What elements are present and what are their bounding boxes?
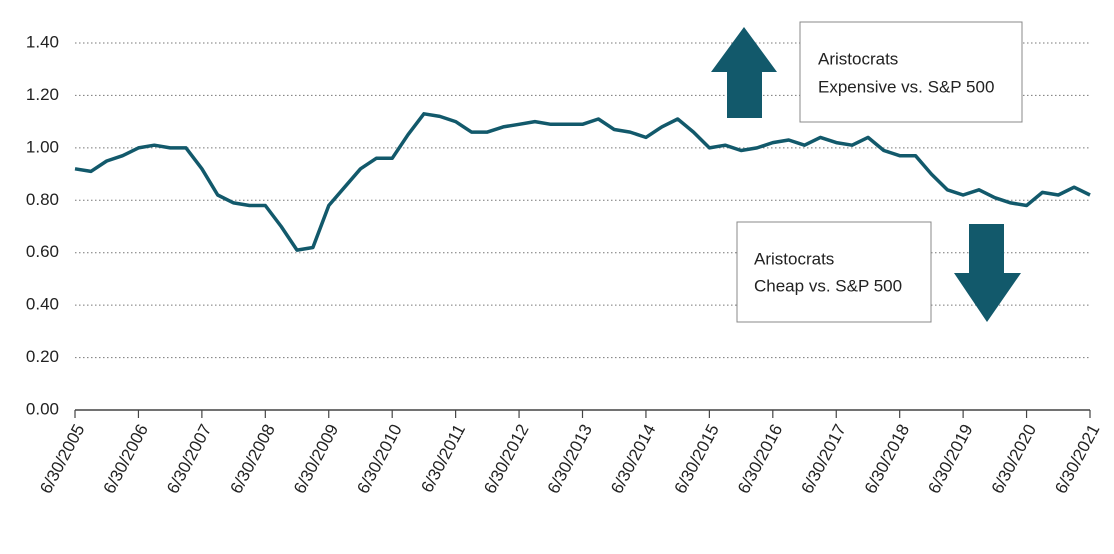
annotation-text: Expensive vs. S&P 500 bbox=[818, 77, 994, 96]
annotation-box bbox=[799, 21, 1023, 123]
x-tick-label: 6/30/2010 bbox=[353, 421, 405, 497]
y-tick-label: 0.80 bbox=[26, 190, 59, 209]
annotation-text: Aristocrats bbox=[818, 49, 898, 68]
y-tick-label: 1.40 bbox=[26, 32, 59, 51]
x-tick-label: 6/30/2006 bbox=[100, 421, 152, 497]
y-tick-label: 0.40 bbox=[26, 295, 59, 314]
x-tick-label: 6/30/2008 bbox=[227, 421, 279, 497]
y-tick-label: 0.20 bbox=[26, 347, 59, 366]
annotation-box bbox=[736, 221, 932, 323]
x-tick-label: 6/30/2017 bbox=[797, 421, 849, 497]
annotation-text: Cheap vs. S&P 500 bbox=[754, 276, 902, 295]
x-tick-label: 6/30/2009 bbox=[290, 421, 342, 497]
data-line bbox=[74, 112, 1091, 252]
y-tick-label: 1.20 bbox=[26, 85, 59, 104]
x-tick-label: 6/30/2016 bbox=[734, 421, 786, 497]
y-tick-label: 0.00 bbox=[26, 399, 59, 418]
y-tick-label: 1.00 bbox=[26, 137, 59, 156]
x-tick-label: 6/30/2021 bbox=[1051, 421, 1103, 497]
y-tick-label: 0.60 bbox=[26, 242, 59, 261]
x-tick-label: 6/30/2005 bbox=[36, 421, 88, 497]
x-tick-label: 6/30/2014 bbox=[607, 421, 659, 497]
down-arrow bbox=[954, 224, 1021, 322]
x-tick-label: 6/30/2018 bbox=[861, 421, 913, 497]
up-arrow bbox=[711, 27, 777, 118]
x-tick-label: 6/30/2020 bbox=[988, 421, 1040, 497]
x-tick-label: 6/30/2011 bbox=[417, 421, 469, 496]
x-tick-label: 6/30/2015 bbox=[671, 421, 723, 497]
x-tick-label: 6/30/2012 bbox=[480, 421, 532, 497]
x-tick-label: 6/30/2019 bbox=[924, 421, 976, 497]
x-tick-label: 6/30/2007 bbox=[163, 421, 215, 497]
annotation-text: Aristocrats bbox=[754, 249, 834, 268]
x-tick-label: 6/30/2013 bbox=[544, 421, 596, 497]
